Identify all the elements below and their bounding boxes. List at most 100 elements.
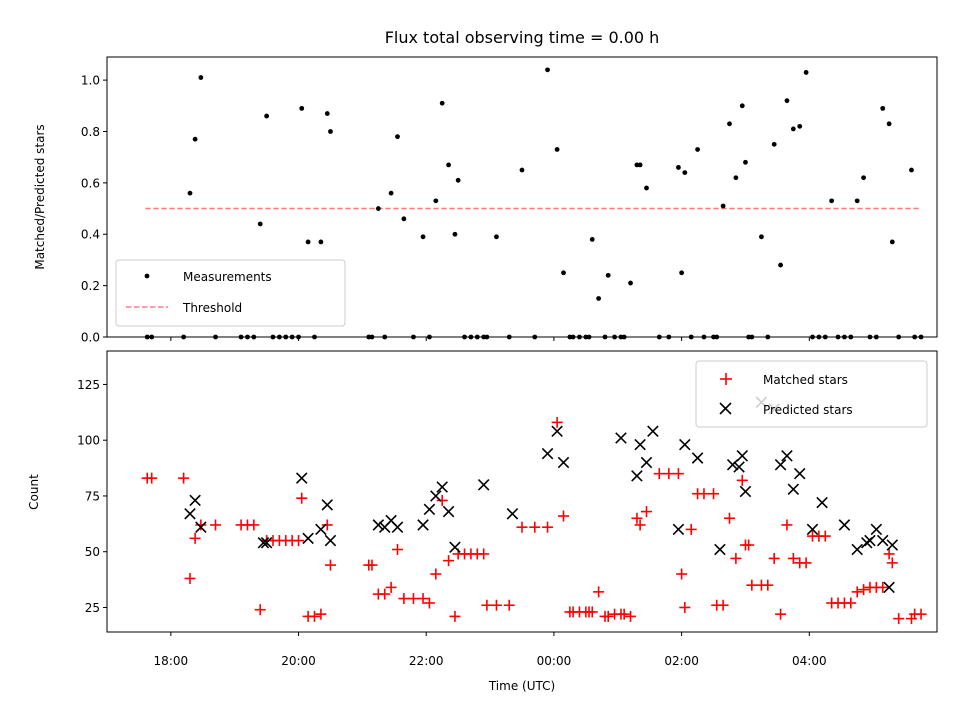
measurement-point bbox=[324, 111, 330, 116]
matched-stars-point bbox=[490, 599, 502, 611]
measurement-point bbox=[695, 147, 700, 152]
matched-stars-point bbox=[551, 416, 563, 428]
predicted-x-b bbox=[541, 447, 554, 460]
predicted-x-b bbox=[295, 472, 308, 484]
matched-stars-point bbox=[717, 599, 729, 611]
matched-stars-point bbox=[366, 559, 378, 571]
matched-stars-point bbox=[653, 468, 665, 480]
measurement-point bbox=[318, 239, 324, 245]
measurement-point bbox=[727, 121, 732, 127]
count-y-tick-label: 25 bbox=[85, 601, 100, 615]
legend-matched-marker bbox=[720, 373, 732, 385]
matched-stars-point bbox=[625, 610, 637, 622]
predicted-x-b bbox=[691, 452, 704, 464]
predicted-stars-point bbox=[372, 519, 385, 531]
measurement-point bbox=[733, 175, 739, 181]
predicted-stars-point bbox=[631, 470, 643, 482]
matched-stars-point bbox=[210, 519, 222, 531]
predicted-stars-point bbox=[733, 461, 745, 473]
matched-stars-point bbox=[254, 604, 266, 616]
matched-stars-point bbox=[321, 519, 333, 531]
predicted-x-b bbox=[417, 519, 429, 531]
predicted-x-b bbox=[793, 467, 806, 480]
count-points bbox=[141, 396, 927, 625]
matched-stars-point bbox=[676, 568, 688, 580]
measurement-point bbox=[759, 234, 764, 240]
predicted-stars-point bbox=[714, 543, 726, 556]
matched-stars-point bbox=[542, 521, 554, 533]
matched-stars-point bbox=[768, 552, 780, 564]
predicted-x-b bbox=[615, 432, 627, 444]
x-tick-label: 18:00 bbox=[154, 654, 189, 668]
matched-stars-point bbox=[516, 521, 528, 533]
x-tick-label: 02:00 bbox=[664, 654, 699, 668]
matched-stars-point bbox=[819, 530, 831, 542]
matched-stars-point bbox=[618, 608, 630, 620]
measurement-point bbox=[720, 203, 726, 209]
predicted-stars-point bbox=[679, 438, 691, 451]
ratio-legend: Measurements Threshold bbox=[115, 259, 346, 327]
ratio-y-tick-label: 0.2 bbox=[81, 279, 100, 293]
measurement-point bbox=[596, 296, 602, 301]
measurement-point bbox=[784, 98, 790, 104]
count-y-axis-label: Count bbox=[27, 474, 41, 510]
predicted-x-b bbox=[816, 496, 828, 509]
predicted-stars-point bbox=[449, 541, 461, 554]
predicted-stars-point bbox=[260, 537, 273, 549]
measurement-point bbox=[257, 221, 263, 227]
predicted-x-b bbox=[557, 456, 570, 469]
matched-stars-point bbox=[851, 586, 863, 598]
predicted-x-b bbox=[436, 481, 448, 493]
ratio-y-tick-label: 0.0 bbox=[81, 331, 100, 345]
predicted-x-b bbox=[195, 521, 207, 533]
predicted-stars-point bbox=[640, 456, 653, 469]
matched-stars-point bbox=[743, 539, 755, 551]
predicted-x-b bbox=[423, 503, 436, 516]
measurement-point bbox=[861, 175, 866, 181]
matched-stars-point bbox=[886, 557, 898, 569]
predicted-stars-point bbox=[417, 519, 429, 531]
predicted-x-b bbox=[806, 523, 819, 536]
legend-predicted-label: Predicted stars bbox=[763, 403, 853, 417]
matched-stars-point bbox=[730, 552, 742, 564]
predicted-x-b bbox=[838, 519, 851, 531]
predicted-x-b bbox=[385, 514, 397, 527]
predicted-stars-point bbox=[816, 496, 828, 509]
measurement-point bbox=[519, 167, 525, 173]
measurement-point bbox=[439, 100, 445, 106]
matched-stars-point bbox=[146, 472, 158, 484]
measurement-point bbox=[739, 103, 745, 109]
count-axes: 25 50 75 100 125 18:00 20:00 22:00 00:00 02:00 04:… bbox=[77, 378, 827, 668]
predicted-stars-point bbox=[781, 450, 793, 462]
count-panel: 25 50 75 100 125 18:00 20:00 22:00 00:00 02:00 04:… bbox=[27, 350, 938, 693]
predicted-x-b bbox=[851, 543, 863, 556]
measurement-point bbox=[880, 105, 886, 111]
measurement-point bbox=[797, 123, 803, 129]
predicted-stars-point bbox=[423, 503, 436, 516]
matched-stars-point bbox=[293, 535, 305, 547]
matched-stars-point bbox=[708, 488, 720, 500]
predicted-stars-point bbox=[793, 467, 806, 480]
predicted-stars-point bbox=[506, 508, 519, 520]
predicted-stars-point bbox=[691, 452, 704, 464]
measurement-point bbox=[682, 170, 688, 175]
predicted-x-b bbox=[679, 438, 691, 451]
measurement-point bbox=[554, 147, 560, 152]
predicted-x-b bbox=[787, 483, 800, 496]
predicted-x-b bbox=[506, 508, 519, 520]
ratio-y-axis-label: Matched/Predicted stars bbox=[33, 124, 47, 269]
matched-stars-point bbox=[800, 557, 812, 569]
predicted-stars-point bbox=[195, 521, 207, 533]
measurement-point bbox=[790, 126, 796, 132]
matched-stars-point bbox=[189, 532, 201, 544]
matched-stars-point bbox=[893, 613, 905, 625]
matched-stars-point bbox=[184, 572, 196, 584]
predicted-stars-point bbox=[477, 479, 490, 491]
predicted-x-b bbox=[189, 494, 201, 507]
predicted-stars-point bbox=[315, 523, 327, 536]
matched-stars-point bbox=[392, 543, 403, 555]
x-axis-label: Time (UTC) bbox=[488, 679, 555, 693]
matched-stars-point bbox=[407, 593, 419, 605]
matched-stars-point bbox=[762, 579, 774, 591]
measurement-point bbox=[455, 177, 461, 183]
